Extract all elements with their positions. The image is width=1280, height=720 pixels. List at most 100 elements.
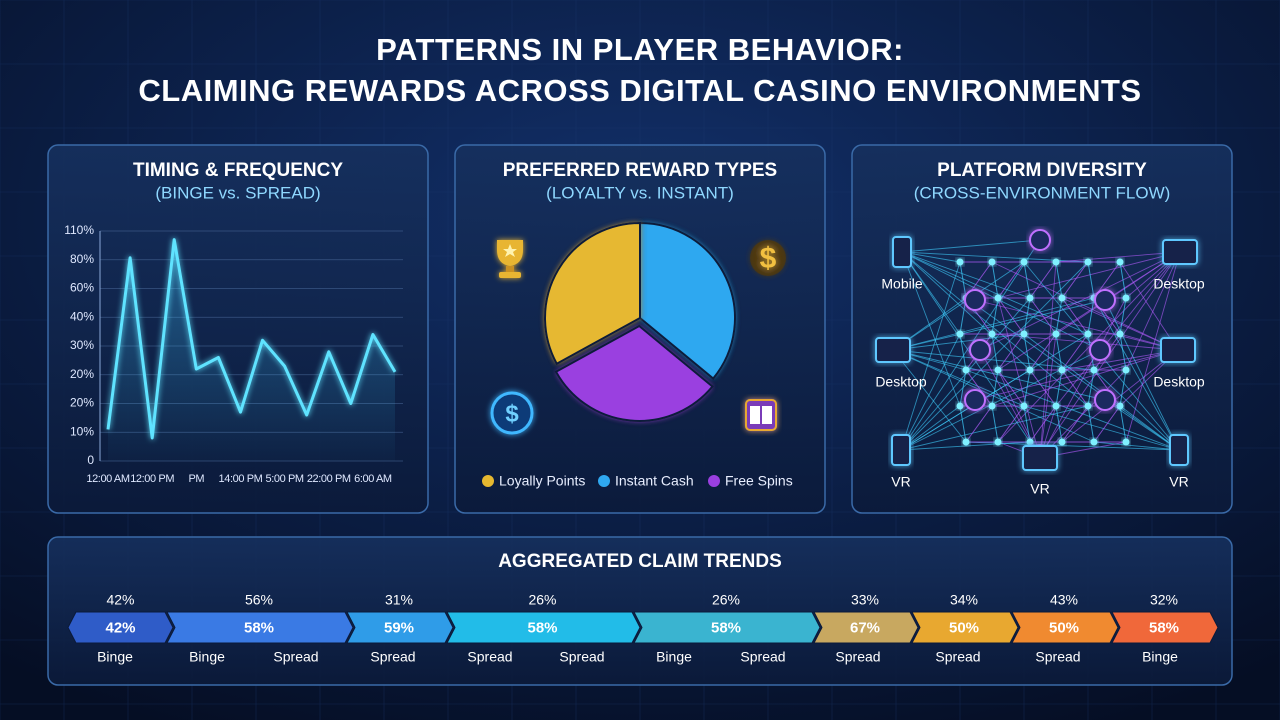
- segment: [346, 611, 454, 644]
- x-tick-label: 22:00 PM: [307, 473, 351, 485]
- segment-bottom-label: Spread: [835, 649, 880, 665]
- x-tick-label: PM: [188, 473, 204, 485]
- node-dot: [962, 438, 970, 446]
- node-label: Desktop: [875, 374, 927, 390]
- link: [965, 369, 1180, 451]
- link: [1029, 297, 1057, 335]
- link: [901, 251, 1031, 443]
- link: [900, 261, 1089, 451]
- y-tick-label: 40%: [70, 309, 94, 323]
- node-dot: [1122, 294, 1130, 302]
- segment-label: 58%: [244, 619, 274, 636]
- legend-swatch: [482, 475, 494, 487]
- link: [1061, 369, 1089, 407]
- link: [1029, 405, 1057, 443]
- link: [892, 349, 967, 443]
- node-dot: [1090, 438, 1098, 446]
- node-dot: [1058, 438, 1066, 446]
- segment-bottom-label: Spread: [273, 649, 318, 665]
- panel: [47, 536, 1233, 686]
- x-tick-label: 12:00 AM: [86, 473, 130, 485]
- pie-slice: [639, 221, 736, 380]
- link: [997, 297, 1025, 335]
- title-line: CLAIMING REWARDS ACROSS DIGITAL CASINO E…: [138, 73, 1141, 108]
- link: [900, 369, 1031, 451]
- segment: [633, 611, 821, 644]
- link: [965, 297, 1180, 451]
- link: [1125, 251, 1181, 443]
- link: [997, 261, 1025, 299]
- device-icon: [1160, 337, 1196, 363]
- device-icon: [892, 236, 912, 268]
- node-dot: [1020, 330, 1028, 338]
- device-icon: [1162, 239, 1198, 265]
- link: [901, 251, 1031, 371]
- link: [997, 405, 1025, 443]
- link: [1119, 405, 1127, 443]
- panel-title: TIMING & FREQUENCY: [133, 160, 343, 181]
- node-dot: [1116, 330, 1124, 338]
- panel-subtitle: (LOYALTY vs. INSTANT): [546, 183, 734, 202]
- link: [1119, 261, 1127, 299]
- node-dot: [988, 330, 996, 338]
- hub: [964, 289, 986, 311]
- hub: [1029, 229, 1051, 251]
- segment-top-label: 32%: [1150, 592, 1178, 608]
- title-line: PATTERNS IN PLAYER BEHAVIOR:: [376, 32, 904, 67]
- link: [959, 369, 967, 407]
- device-icon: [1169, 434, 1189, 466]
- node-dot: [994, 294, 1002, 302]
- link: [1023, 369, 1031, 407]
- segment: [166, 611, 354, 644]
- segment-top-label: 26%: [712, 592, 740, 608]
- legend-swatch: [598, 475, 610, 487]
- link: [1023, 405, 1031, 443]
- segment-label: 58%: [527, 619, 557, 636]
- link: [1023, 333, 1031, 371]
- link: [997, 251, 1181, 443]
- link: [1104, 399, 1180, 451]
- node-dot: [1052, 330, 1060, 338]
- link: [1125, 251, 1181, 371]
- panel-title: PLATFORM DIVERSITY: [937, 160, 1147, 181]
- dollar-glyph: $: [760, 242, 777, 275]
- hub: [1089, 339, 1111, 361]
- x-tick-label: 14:00 PM: [219, 473, 263, 485]
- node-dot: [1084, 330, 1092, 338]
- link: [892, 261, 1025, 351]
- link: [892, 333, 1025, 351]
- node-dot: [1020, 258, 1028, 266]
- segment-label: 50%: [949, 619, 979, 636]
- link: [1119, 297, 1127, 335]
- segment-top-label: 33%: [851, 592, 879, 608]
- link: [1061, 297, 1179, 351]
- link: [892, 349, 1095, 371]
- node-dot: [1084, 258, 1092, 266]
- link: [965, 441, 1180, 451]
- link: [1023, 297, 1031, 335]
- link: [1039, 261, 1057, 459]
- node-dot: [1026, 366, 1034, 374]
- link: [1061, 333, 1089, 371]
- link: [1093, 297, 1180, 451]
- pie-slice: [554, 324, 714, 422]
- link: [991, 405, 999, 443]
- link: [1055, 369, 1063, 407]
- link: [991, 261, 999, 299]
- node-dot: [1052, 402, 1060, 410]
- segment-bottom-label: Spread: [740, 649, 785, 665]
- link: [1093, 441, 1180, 451]
- segment-bottom-label: Binge: [97, 649, 133, 665]
- segment-bottom-label: Binge: [656, 649, 692, 665]
- link: [997, 297, 1041, 459]
- segment-label: 58%: [1149, 619, 1179, 636]
- link: [1055, 405, 1063, 443]
- node-dot: [1058, 366, 1066, 374]
- segment-bottom-label: Spread: [1035, 649, 1080, 665]
- node-dot: [1116, 258, 1124, 266]
- link: [1093, 369, 1180, 451]
- segment-top-label: 56%: [245, 592, 273, 608]
- link: [1104, 299, 1180, 451]
- node-label: Desktop: [1153, 276, 1205, 292]
- link: [900, 261, 961, 451]
